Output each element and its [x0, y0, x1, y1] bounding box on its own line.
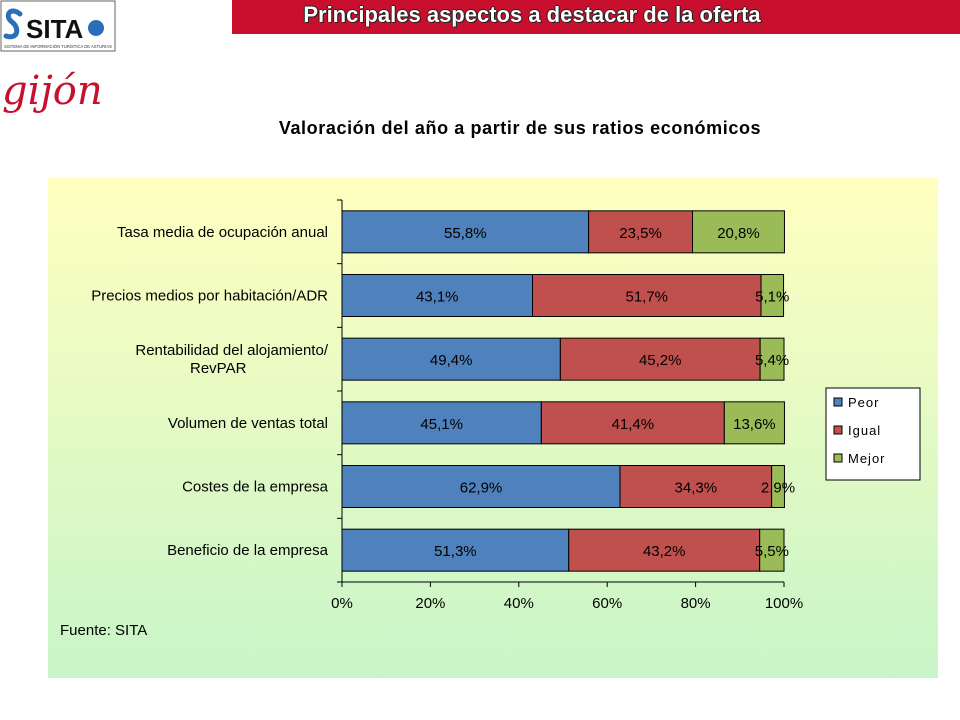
- x-tick-label: 100%: [765, 595, 803, 612]
- chart-panel: 0% 20% 40% 60% 80% 100% 55,8% 23,5% 20,8% Tasa me…: [48, 178, 938, 678]
- data-label: 43,1%: [416, 289, 459, 306]
- data-label: 49,4%: [430, 352, 473, 369]
- bar-igual: [619, 465, 773, 508]
- category-label: Costes de la empresa: [182, 479, 329, 496]
- legend-swatch-mejor: [833, 453, 843, 463]
- bar-mejor: [692, 210, 785, 254]
- data-label: 13,6%: [733, 416, 776, 433]
- legend-swatch-igual: [833, 425, 843, 435]
- bar-mejor: [723, 401, 785, 445]
- legend-label: Mejor: [848, 451, 886, 466]
- data-label: 41,4%: [612, 416, 655, 433]
- x-tick-label: 80%: [681, 595, 711, 612]
- data-label: 5,5%: [755, 543, 789, 560]
- data-label: 23,5%: [619, 225, 662, 242]
- category-label: Precios medios por habitación/ADR: [91, 288, 328, 305]
- legend-label: Peor: [848, 395, 879, 410]
- data-label: 2,9%: [761, 480, 795, 497]
- data-label: 43,2%: [643, 543, 686, 560]
- x-tick-label: 20%: [415, 595, 445, 612]
- bar-peor: [341, 401, 542, 445]
- sita-logo-caption: SISTEMA DE INFORMACIÓN TURÍSTICA DE ASTU…: [4, 44, 112, 49]
- x-tick-label: 40%: [504, 595, 534, 612]
- category-label: RevPAR: [190, 360, 247, 377]
- data-label: 51,7%: [625, 289, 668, 306]
- category-label: Rentabilidad del alojamiento/: [135, 342, 328, 359]
- stacked-bar-chart: 0% 20% 40% 60% 80% 100% 55,8% 23,5% 20,8% Tasa me…: [48, 178, 938, 678]
- data-label: 62,9%: [460, 480, 503, 497]
- data-label: 55,8%: [444, 225, 487, 242]
- data-label: 5,4%: [755, 352, 789, 369]
- bar-igual: [540, 401, 725, 445]
- bar-mejor: [760, 274, 785, 317]
- category-label: Beneficio de la empresa: [167, 542, 329, 559]
- legend-swatch-peor: [833, 397, 843, 407]
- bar-mejor: [759, 337, 785, 381]
- bar-igual: [559, 337, 761, 381]
- bar-igual: [568, 528, 761, 572]
- x-tick-label: 60%: [592, 595, 622, 612]
- data-label: 20,8%: [717, 225, 760, 242]
- bar-peor: [341, 210, 590, 254]
- bar-igual: [532, 274, 762, 317]
- category-label: Volumen de ventas total: [168, 415, 328, 432]
- gijon-logo: gijón: [2, 68, 103, 114]
- gijon-logo-text: gijón: [2, 68, 103, 114]
- bar-mejor: [759, 528, 785, 572]
- bar-igual: [588, 210, 694, 254]
- data-label: 34,3%: [675, 480, 718, 497]
- chart-title: Valoración del año a partir de sus ratio…: [278, 118, 762, 138]
- bar-mejor: [771, 465, 785, 508]
- data-label: 45,1%: [420, 416, 463, 433]
- data-label: 5,1%: [755, 289, 789, 306]
- sita-logo-text: SITA: [26, 14, 84, 44]
- source-note: Fuente: SITA: [60, 622, 148, 639]
- title-banner: Principales aspectos a destacar de la of…: [232, 0, 960, 34]
- x-tick-label: 0%: [331, 595, 353, 612]
- data-label: 45,2%: [639, 352, 682, 369]
- bar-peor: [341, 465, 621, 508]
- sita-logo: SITA SISTEMA DE INFORMACIÓN TURÍSTICA DE…: [0, 0, 116, 52]
- page-title: Principales aspectos a destacar de la of…: [303, 2, 761, 27]
- category-label: Tasa media de ocupación anual: [117, 224, 328, 241]
- bar-peor: [341, 528, 570, 572]
- legend-label: Igual: [848, 423, 881, 438]
- data-label: 51,3%: [434, 543, 477, 560]
